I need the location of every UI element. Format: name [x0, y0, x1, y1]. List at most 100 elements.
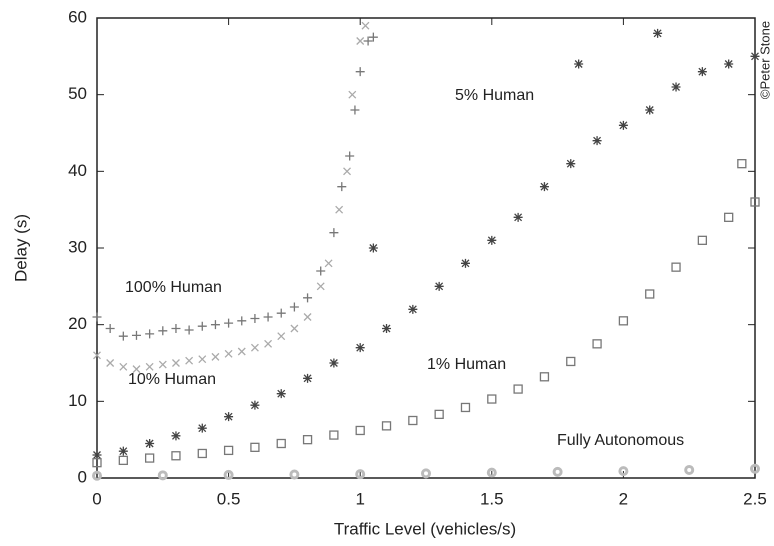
point: [263, 312, 273, 322]
point: [290, 324, 299, 333]
point: [737, 159, 747, 169]
point: [237, 347, 246, 356]
point: [250, 314, 260, 324]
x-tick-label: 1: [355, 489, 364, 508]
point: [172, 359, 180, 367]
x-tick-label: 2.5: [743, 489, 767, 508]
credit: ©Peter Stone: [757, 21, 772, 99]
point: [460, 258, 470, 268]
x-tick-label: 0.5: [217, 489, 241, 508]
point: [198, 355, 207, 364]
x-tick-label: 1.5: [480, 489, 504, 508]
point: [460, 402, 471, 413]
point: [671, 82, 681, 92]
point: [355, 67, 365, 77]
x-axis-label: Traffic Level (vehicles/s): [334, 519, 516, 538]
point: [343, 167, 351, 176]
point: [131, 330, 141, 340]
point: [303, 373, 313, 383]
point: [92, 458, 102, 468]
point: [724, 212, 734, 222]
point: [92, 450, 102, 460]
point: [552, 466, 563, 477]
point: [356, 37, 365, 45]
point: [592, 136, 602, 146]
y-axis-label: Delay (s): [11, 214, 30, 282]
point: [197, 321, 207, 331]
point: [224, 318, 234, 328]
point: [316, 266, 326, 276]
point: [348, 90, 357, 99]
point: [671, 262, 681, 272]
point: [566, 159, 576, 169]
series-label: Fully Autonomous: [557, 432, 684, 449]
point: [421, 468, 431, 479]
point: [697, 67, 707, 77]
y-tick-label: 0: [78, 467, 87, 486]
point: [684, 464, 695, 475]
point: [539, 372, 550, 382]
point: [486, 467, 497, 478]
point: [434, 409, 444, 420]
point: [653, 28, 663, 38]
point: [223, 445, 234, 456]
point: [224, 412, 234, 422]
point: [697, 235, 708, 245]
point: [158, 326, 168, 336]
point: [329, 358, 339, 368]
x-tick-label: 0: [92, 489, 101, 508]
point: [329, 228, 339, 238]
point: [302, 435, 313, 445]
point: [106, 359, 115, 367]
point: [355, 469, 366, 480]
point: [250, 400, 260, 410]
point: [250, 343, 259, 352]
point: [487, 235, 497, 245]
point: [276, 308, 286, 318]
point: [145, 439, 155, 448]
point: [171, 451, 181, 461]
point: [171, 324, 181, 333]
point: [157, 470, 168, 481]
point: [93, 351, 101, 360]
point: [363, 36, 373, 46]
y-tick-label: 40: [68, 161, 87, 180]
point: [750, 463, 760, 474]
point: [118, 455, 128, 466]
point: [618, 316, 629, 326]
point: [145, 329, 155, 339]
point: [368, 32, 378, 42]
point: [350, 105, 360, 115]
point: [361, 21, 370, 30]
point: [185, 356, 194, 365]
point: [277, 332, 286, 341]
series-label: 5% Human: [455, 87, 534, 104]
point: [574, 59, 584, 69]
plot-frame: [96, 17, 756, 479]
point: [223, 469, 234, 480]
y-tick-label: 10: [68, 391, 87, 410]
point: [329, 430, 339, 440]
point: [335, 205, 344, 214]
point: [119, 362, 128, 371]
point: [132, 365, 141, 374]
x-tick-label: 2: [619, 489, 628, 508]
series-label: 100% Human: [125, 279, 222, 296]
point: [303, 313, 312, 321]
point: [250, 442, 260, 452]
point: [645, 105, 655, 115]
y-tick-label: 50: [68, 84, 87, 103]
series-label: 10% Human: [128, 371, 216, 388]
y-tick-label: 60: [68, 7, 87, 26]
point: [237, 316, 247, 326]
point: [566, 356, 576, 367]
point: [316, 282, 325, 291]
point: [289, 469, 300, 480]
point: [345, 151, 355, 161]
point: [276, 389, 286, 399]
point: [303, 293, 313, 303]
point: [184, 325, 194, 335]
point: [618, 466, 629, 477]
point: [618, 120, 628, 130]
point: [105, 324, 115, 333]
